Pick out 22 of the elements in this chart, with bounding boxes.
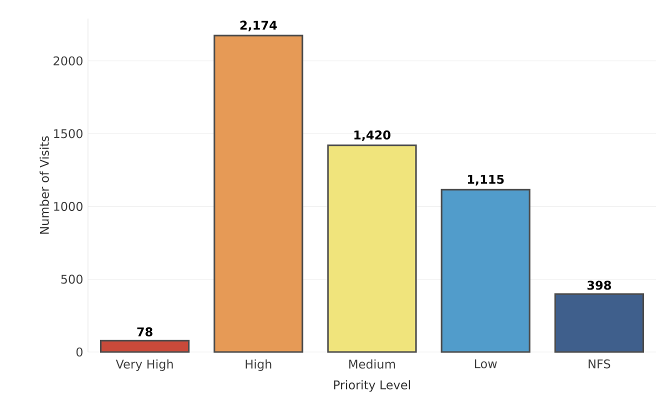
x-tick-label: Very High <box>116 359 173 371</box>
y-tick-label: 500 <box>61 274 82 284</box>
y-tick-label: 1500 <box>54 129 82 138</box>
bar <box>214 34 304 353</box>
data-label: 1,420 <box>354 130 390 142</box>
bar <box>440 188 530 353</box>
x-tick-label: Medium <box>349 359 395 369</box>
bar <box>554 293 644 353</box>
y-tick-label: 0 <box>76 347 82 357</box>
bar <box>100 340 190 353</box>
y-tick-label: 2000 <box>54 56 82 66</box>
data-label: 1,115 <box>468 174 504 186</box>
x-tick-label: High <box>246 359 272 371</box>
y-tick-label: 1000 <box>54 202 82 211</box>
data-label: 78 <box>137 327 152 336</box>
x-axis-title: Priority Level <box>334 380 410 392</box>
bar <box>327 144 417 353</box>
data-label: 2,174 <box>240 20 277 32</box>
data-label: 398 <box>587 280 611 290</box>
y-axis-title: Number of Visits <box>40 136 49 234</box>
x-tick-label: NFS <box>588 359 610 368</box>
x-tick-label: Low <box>474 359 497 368</box>
